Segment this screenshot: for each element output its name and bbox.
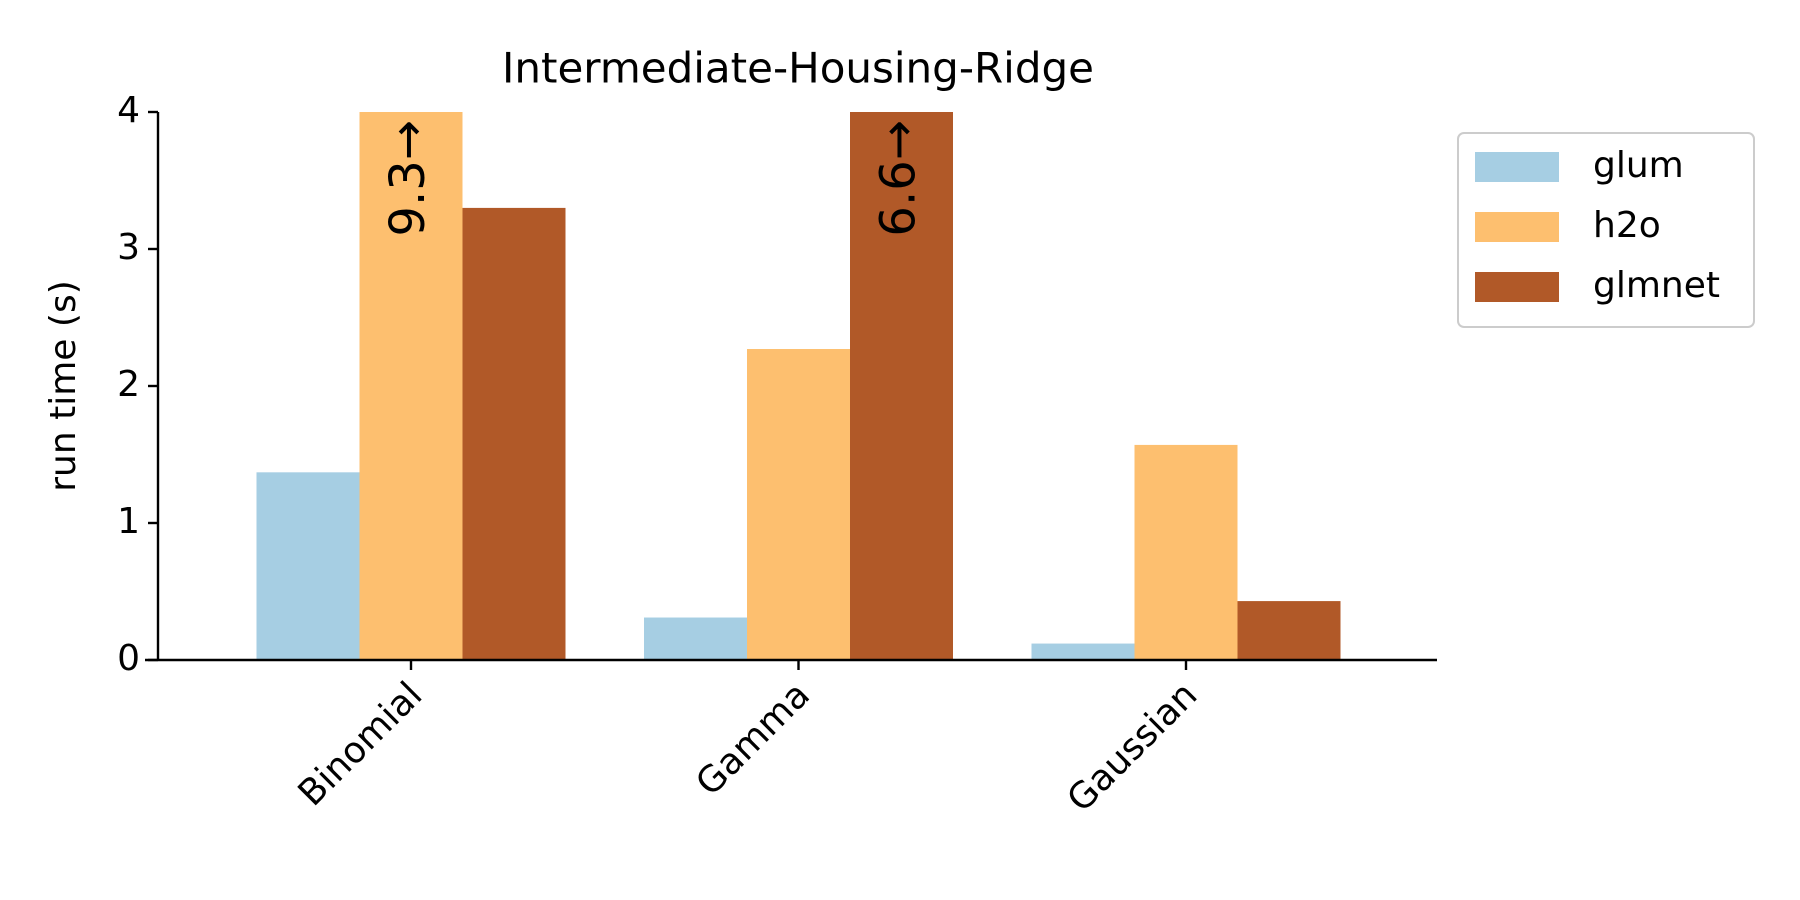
y-tick-label: 3 [117,227,140,268]
bar [1134,444,1238,660]
legend-swatch [1475,212,1559,242]
bar [850,112,953,660]
x-tick-label: Gamma [688,674,818,804]
y-tick-label: 4 [117,90,140,131]
legend-swatch [1475,272,1559,302]
legend-label: h2o [1593,205,1661,246]
value-label: 6.6→ [871,120,927,237]
chart-title: Intermediate-Housing-Ridge [502,44,1094,93]
bar [1031,643,1135,660]
y-axis-label: run time (s) [43,280,84,492]
x-tick-label: Binomial [291,674,431,814]
legend-label: glum [1593,145,1684,186]
legend-label: glmnet [1593,265,1720,306]
bar [1237,601,1341,660]
bar [747,349,850,660]
bar [462,207,566,660]
bars [256,112,1341,660]
y-tick-label: 2 [117,364,140,405]
bar [359,112,463,660]
x-tick-label: Gaussian [1060,674,1206,820]
y-tick-label: 1 [117,501,140,542]
bar [256,472,360,660]
legend-swatch [1475,152,1559,182]
value-label: 9.3→ [380,120,436,237]
bar [644,617,747,660]
y-tick-label: 0 [117,638,140,679]
